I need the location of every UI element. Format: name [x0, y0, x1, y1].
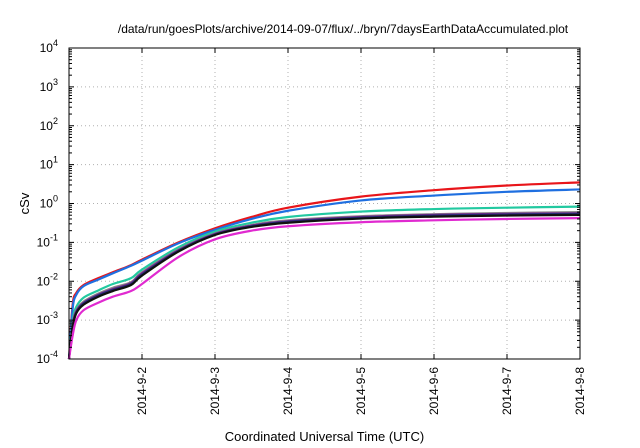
y-axis-label: cSv [17, 192, 32, 214]
grid [69, 48, 580, 359]
y-tick-label: 100 [40, 194, 58, 211]
x-tick-label: 2014-9-7 [500, 367, 514, 415]
x-tick-label: 2014-9-8 [573, 367, 587, 415]
series-line [67, 212, 581, 360]
x-axis: 2014-9-2 2014-9-3 2014-9-4 2014-9-5 2014-9-6… [135, 48, 587, 415]
series-line [67, 213, 581, 360]
y-tick-label: 10-2 [37, 271, 58, 288]
chart-title: /data/run/goesPlots/archive/2014-09-07/f… [118, 22, 569, 36]
x-tick-label: 2014-9-4 [281, 367, 295, 415]
y-tick-label: 10-4 [37, 349, 58, 366]
y-tick-label: 104 [40, 38, 58, 55]
x-tick-label: 2014-9-2 [135, 367, 149, 415]
y-tick-label: 102 [40, 116, 58, 133]
x-axis-label: Coordinated Universal Time (UTC) [225, 429, 424, 444]
series-line [67, 188, 581, 360]
x-tick-label: 2014-9-5 [354, 367, 368, 415]
series-line [67, 205, 581, 360]
x-tick-label: 2014-9-3 [208, 367, 222, 415]
y-tick-label: 101 [40, 155, 58, 172]
series-line [67, 211, 581, 360]
series-group [67, 181, 581, 360]
y-tick-label: 10-1 [37, 232, 58, 249]
series-line [67, 212, 581, 360]
y-axis: 10-4 10-3 10-2 10-1 100 101 102 103 104 [37, 38, 580, 366]
y-tick-label: 103 [40, 77, 58, 94]
y-tick-label: 10-3 [37, 310, 58, 327]
x-tick-label: 2014-9-6 [427, 367, 441, 415]
series-line [67, 217, 581, 360]
